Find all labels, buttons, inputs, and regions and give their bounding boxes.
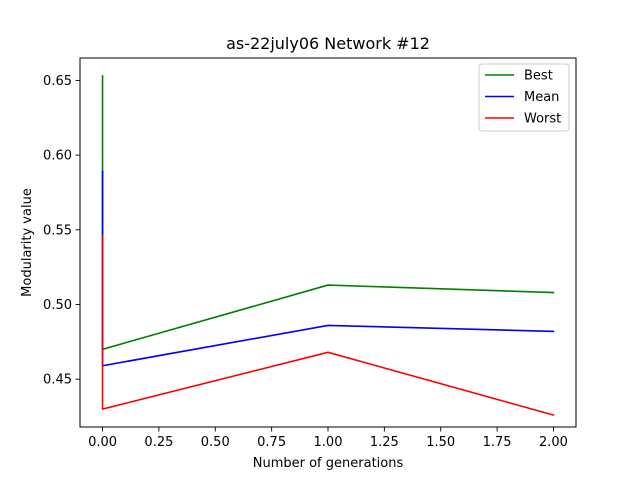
legend: Best Mean Worst bbox=[478, 63, 570, 132]
x-tick-label: 0.50 bbox=[201, 435, 230, 450]
x-tick-label: 1.75 bbox=[483, 435, 512, 450]
x-axis-ticks: 0.00 0.25 0.50 0.75 1.00 1.25 1.50 1.75 2.00 bbox=[88, 427, 568, 450]
legend-label-best: Best bbox=[524, 69, 553, 84]
y-axis-ticks: 0.45 0.50 0.55 0.60 0.65 bbox=[43, 74, 80, 388]
y-tick-label: 0.65 bbox=[43, 74, 72, 89]
series-line-worst bbox=[101, 234, 555, 417]
x-tick-label: 1.50 bbox=[426, 435, 455, 450]
series-layer bbox=[101, 75, 555, 417]
x-tick-label: 2.00 bbox=[539, 435, 568, 450]
legend-label-mean: Mean bbox=[524, 90, 559, 105]
chart-title: as-22july06 Network #12 bbox=[226, 34, 430, 53]
legend-label-worst: Worst bbox=[524, 112, 561, 127]
y-tick-label: 0.55 bbox=[43, 223, 72, 238]
x-tick-label: 1.25 bbox=[370, 435, 399, 450]
x-tick-label: 0.75 bbox=[257, 435, 286, 450]
legend-box bbox=[478, 63, 570, 132]
x-axis-label: Number of generations bbox=[253, 456, 404, 471]
y-axis-label: Modularity value bbox=[20, 188, 35, 297]
x-tick-label: 0.25 bbox=[144, 435, 173, 450]
y-tick-label: 0.60 bbox=[43, 149, 72, 164]
plot-area bbox=[79, 57, 577, 428]
y-tick-label: 0.45 bbox=[43, 373, 72, 388]
x-tick-label: 0.00 bbox=[88, 435, 117, 450]
x-tick-label: 1.00 bbox=[314, 435, 343, 450]
y-tick-label: 0.50 bbox=[43, 298, 72, 313]
